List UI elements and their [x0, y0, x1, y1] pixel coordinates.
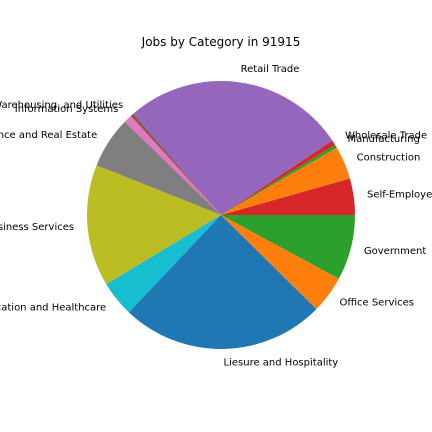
pie-label-professional-and-business-services: Professional and Business Services: [0, 222, 74, 233]
pie-label-retail-trade: Retail Trade: [241, 64, 300, 75]
pie-slices: [87, 81, 355, 349]
pie-label-finance-and-real-estate: Finance and Real Estate: [0, 130, 97, 141]
pie-label-government: Government: [364, 246, 426, 257]
chart-title: Jobs by Category in 91915: [141, 35, 301, 49]
pie-label-education-and-healthcare: Education and Healthcare: [0, 302, 106, 313]
pie-label-construction: Construction: [357, 152, 421, 163]
pie-label-wholesale-trade: Wholesale Trade: [345, 130, 427, 141]
pie-label-office-services: Office Services: [339, 298, 414, 309]
pie-label-information-systems: Information Systems: [15, 104, 119, 115]
pie-label-self-employed: Self-Employed: [367, 190, 432, 201]
pie-label-liesure-and-hospitality: Liesure and Hospitality: [224, 357, 339, 368]
